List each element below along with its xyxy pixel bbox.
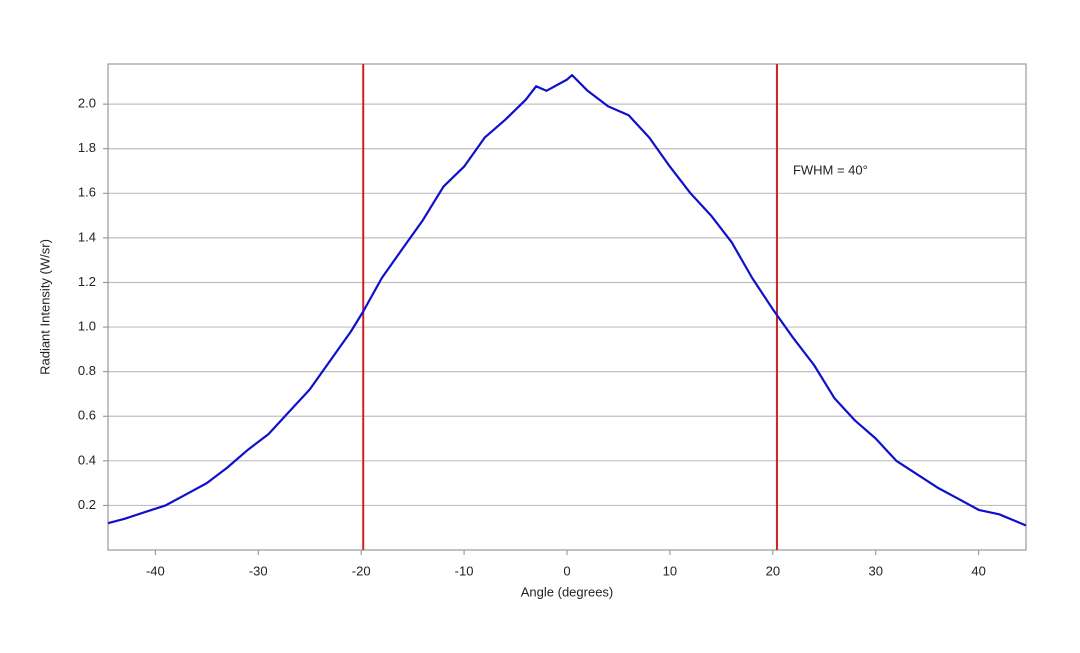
y-axis-label: Radiant Intensity (W/sr) (37, 239, 52, 375)
y-tick-label: 0.6 (78, 408, 96, 423)
x-tick-label: 20 (766, 563, 780, 578)
x-tick-label: -30 (249, 563, 268, 578)
x-tick-label: -40 (146, 563, 165, 578)
y-tick-label: 0.4 (78, 452, 96, 467)
x-axis-label: Angle (degrees) (521, 584, 614, 599)
x-tick-label: 40 (971, 563, 985, 578)
data-line (107, 73, 1027, 527)
y-tick-label: 1.2 (78, 274, 96, 289)
y-tick-label: 0.8 (78, 363, 96, 378)
x-tick-label: -10 (455, 563, 474, 578)
y-tick-label: 1.4 (78, 229, 96, 244)
y-tick-label: 2.0 (78, 96, 96, 111)
annotation: FWHM = 40° (793, 162, 868, 177)
y-tick-label: 0.2 (78, 497, 96, 512)
x-tick-label: 10 (663, 563, 677, 578)
x-tick-label: -20 (352, 563, 371, 578)
plot-frame (107, 63, 1027, 551)
y-tick-label: 1.0 (78, 319, 96, 334)
y-tick-label: 1.6 (78, 185, 96, 200)
y-tick-label: 1.8 (78, 140, 96, 155)
x-tick-label: 0 (563, 563, 570, 578)
x-tick-label: 30 (869, 563, 883, 578)
